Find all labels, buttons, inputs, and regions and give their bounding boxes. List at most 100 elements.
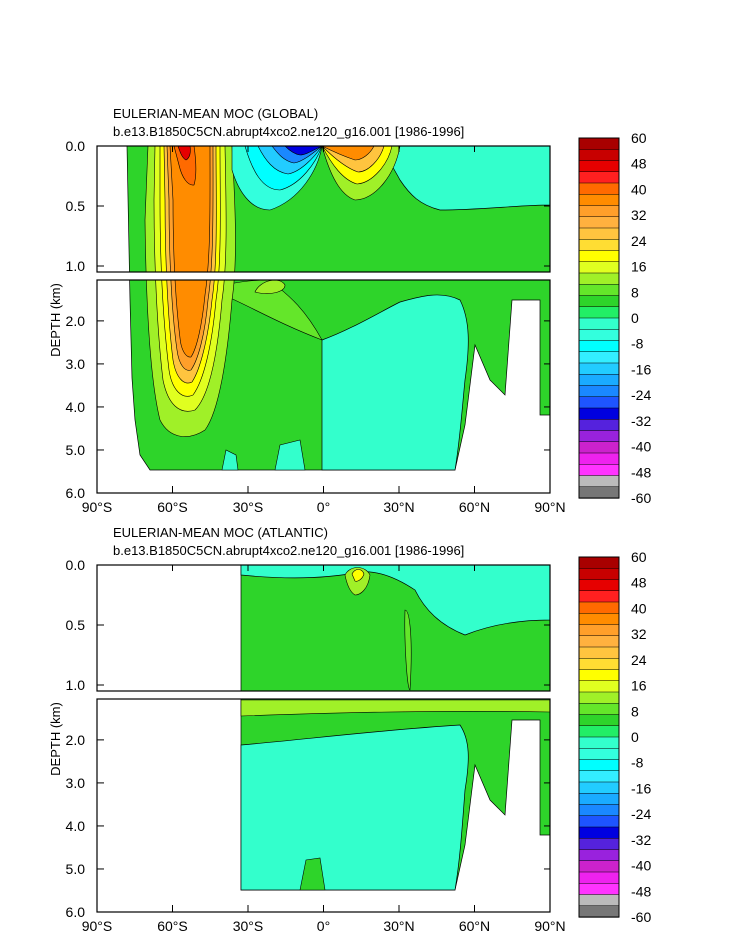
global-axes: 90°S 60°S 30°S 0° 30°N 60°N 90°N 0.0 0.5 1.0 2.0 3.…	[66, 138, 566, 515]
colorbar-label: -24	[631, 806, 651, 822]
colorbar-label: 40	[631, 600, 647, 616]
colorbar-swatch	[578, 646, 620, 659]
colorbar-swatch	[578, 227, 620, 240]
global-panel-break	[96, 272, 552, 280]
y-tick-label: 1.0	[66, 258, 86, 274]
y-tick-label: 6.0	[66, 485, 86, 501]
atlantic-title: EULERIAN-MEAN MOC (ATLANTIC)	[113, 525, 328, 540]
colorbar-swatch	[578, 452, 620, 465]
y-tick-label: 0.0	[66, 138, 86, 154]
y-tick-label: 0.5	[66, 198, 86, 214]
y-tick-label: 4.0	[66, 399, 86, 415]
colorbar-swatch	[578, 362, 620, 375]
colorbar-swatch	[578, 658, 620, 671]
colorbar-swatch	[578, 556, 620, 569]
colorbar-swatch	[578, 613, 620, 626]
colorbar-swatch	[578, 849, 620, 862]
y-tick-label: 5.0	[66, 861, 86, 877]
colorbar-swatch	[578, 374, 620, 387]
global-title: EULERIAN-MEAN MOC (GLOBAL)	[113, 106, 318, 121]
colorbar-label: 24	[631, 233, 647, 249]
colorbar-swatch	[578, 419, 620, 432]
colorbar-swatch	[578, 748, 620, 761]
x-tick-label: 30°S	[233, 918, 264, 934]
colorbar-label: -16	[631, 361, 651, 377]
colorbar-atlantic: 60 48 40 32 24 16 8 0 -8 -16 -24 -32 -40 -48 -60	[578, 549, 651, 925]
colorbar-label: 48	[631, 575, 647, 591]
colorbar-swatch	[578, 284, 620, 297]
colorbar-swatch	[578, 441, 620, 454]
x-tick-label: 30°S	[233, 499, 264, 515]
colorbar-swatch	[578, 149, 620, 162]
colorbar-swatch	[578, 894, 620, 907]
y-tick-label: 6.0	[66, 904, 86, 920]
colorbar-swatch	[578, 826, 620, 839]
y-tick-label: 3.0	[66, 775, 86, 791]
colorbar-swatch	[578, 590, 620, 603]
colorbar-swatch	[578, 680, 620, 693]
colorbar-swatch	[578, 194, 620, 207]
colorbar-swatch	[578, 781, 620, 794]
colorbar-label: 32	[631, 626, 647, 642]
global-mid-band	[209, 279, 323, 341]
colorbar-swatch	[578, 340, 620, 353]
colorbar-swatch	[578, 568, 620, 581]
global-tropical-neg-cell	[231, 146, 323, 211]
colorbar-swatch	[578, 182, 620, 195]
colorbar-swatch	[578, 239, 620, 252]
atlantic-bottom-notch	[299, 857, 326, 891]
x-tick-label: 90°S	[82, 499, 113, 515]
global-panel: EULERIAN-MEAN MOC (GLOBAL) b.e13.B1850C5…	[48, 106, 566, 515]
colorbar-swatch	[578, 306, 620, 319]
colorbar-label: -8	[631, 336, 644, 352]
x-tick-label: 30°N	[383, 499, 414, 515]
colorbar-label: 32	[631, 207, 647, 223]
colorbar-swatch	[578, 160, 620, 173]
colorbar-label: -60	[631, 909, 651, 925]
y-tick-label: 2.0	[66, 732, 86, 748]
atlantic-contour-fill	[240, 565, 550, 891]
atlantic-axes: 90°S 60°S 30°S 0° 30°N 60°N 90°N 0.0 0.5 1.0 2.0 3.…	[66, 557, 566, 934]
colorbar-swatch	[578, 261, 620, 274]
global-ylabel: DEPTH (km)	[48, 283, 63, 357]
colorbar-swatch	[578, 815, 620, 828]
colorbar-label: -32	[631, 413, 651, 429]
colorbar-label: -60	[631, 490, 651, 506]
global-tropical-pos-cell	[321, 146, 401, 201]
colorbar-swatch	[578, 137, 620, 150]
colorbar-swatch	[578, 725, 620, 738]
colorbar-label: 16	[631, 678, 647, 694]
colorbar-swatch	[578, 329, 620, 342]
colorbar-swatch	[578, 216, 620, 229]
x-tick-label: 90°N	[534, 918, 565, 934]
colorbar-swatch	[578, 295, 620, 308]
atlantic-panel: EULERIAN-MEAN MOC (ATLANTIC) b.e13.B1850…	[48, 525, 566, 934]
colorbar-label: -48	[631, 883, 651, 899]
colorbar-swatch	[578, 579, 620, 592]
colorbar-swatch	[578, 486, 620, 499]
colorbar-swatch	[578, 691, 620, 704]
colorbar-swatch	[578, 703, 620, 716]
colorbar-label: -16	[631, 780, 651, 796]
colorbar-swatch	[578, 430, 620, 443]
x-tick-label: 0°	[317, 918, 330, 934]
x-tick-label: 90°S	[82, 918, 113, 934]
colorbar-swatch	[578, 317, 620, 330]
colorbar-swatch	[578, 635, 620, 648]
colorbar-label: -40	[631, 439, 651, 455]
y-tick-label: 0.5	[66, 617, 86, 633]
colorbar-swatch	[578, 601, 620, 614]
y-tick-label: 5.0	[66, 442, 86, 458]
colorbar-swatch	[578, 860, 620, 873]
colorbar-swatch	[578, 736, 620, 749]
colorbar-label: 0	[631, 310, 639, 326]
global-subtitle: b.e13.B1850C5CN.abrupt4xco2.ne120_g16.00…	[113, 124, 464, 139]
colorbar-swatch	[578, 770, 620, 783]
colorbar-swatch	[578, 464, 620, 477]
y-tick-label: 1.0	[66, 677, 86, 693]
x-tick-label: 90°N	[534, 499, 565, 515]
atlantic-upper-band	[240, 699, 550, 717]
colorbar-label: 60	[631, 549, 647, 565]
atlantic-subtitle: b.e13.B1850C5CN.abrupt4xco2.ne120_g16.00…	[113, 543, 464, 558]
colorbar-swatch	[578, 385, 620, 398]
